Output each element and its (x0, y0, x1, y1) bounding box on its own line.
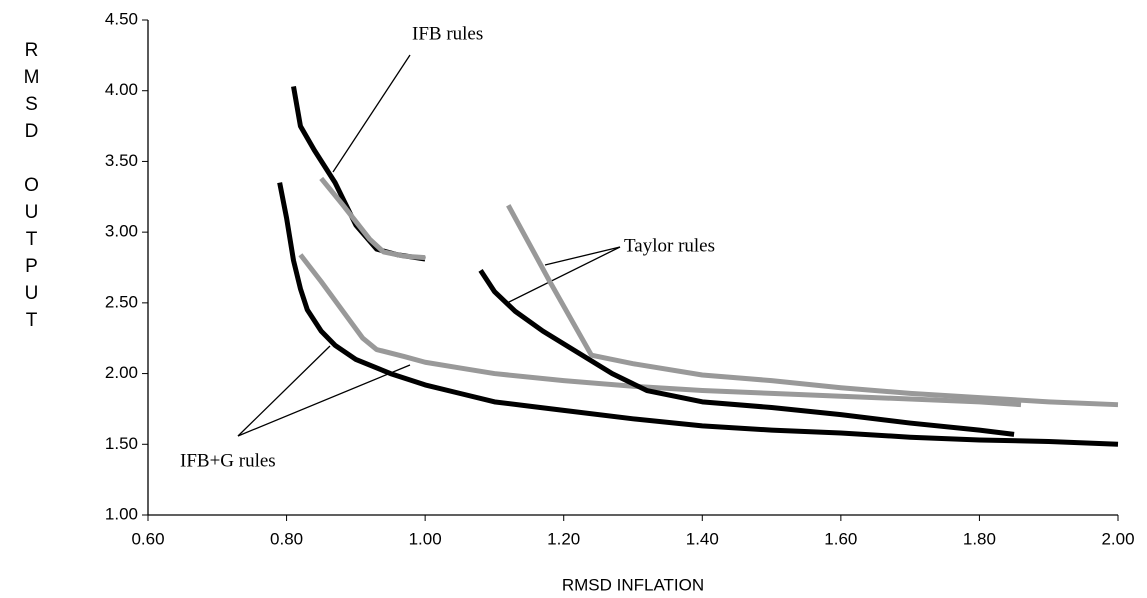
y-tick-label: 4.00 (105, 80, 138, 99)
x-axis-label: RMSD INFLATION (562, 575, 704, 594)
x-tick-label: 1.40 (686, 529, 719, 548)
y-tick-label: 1.00 (105, 504, 138, 523)
x-tick-label: 1.60 (824, 529, 857, 548)
annotation: Taylor rules (624, 235, 715, 256)
x-tick-label: 1.80 (963, 529, 996, 548)
series-line (506, 204, 1119, 408)
x-tick-label: 2.00 (1101, 529, 1134, 548)
leader-line (504, 246, 621, 305)
series-line (291, 86, 426, 262)
x-tick-label: 1.20 (547, 529, 580, 548)
series-line (478, 268, 1015, 437)
y-tick-label: 3.50 (105, 151, 138, 170)
y-tick-label: 2.00 (105, 363, 138, 382)
x-tick-label: 0.60 (131, 529, 164, 548)
series-line (277, 182, 1119, 447)
y-tick-label: 3.00 (105, 222, 138, 241)
series-line (298, 253, 1022, 408)
y-tick-label: 2.50 (105, 292, 138, 311)
leader-line (544, 246, 621, 266)
annotation: IFB+G rules (180, 450, 276, 471)
y-axis-label: RMSD OUTPUT (21, 40, 42, 337)
y-tick-label: 1.50 (105, 434, 138, 453)
leader-line (237, 364, 411, 437)
leader-line (237, 345, 331, 437)
y-tick-label: 4.50 (105, 9, 138, 28)
series-line (319, 176, 426, 261)
x-tick-label: 1.00 (409, 529, 442, 548)
x-tick-label: 0.80 (270, 529, 303, 548)
leader-lines (237, 54, 621, 437)
annotation: IFB rules (412, 23, 483, 44)
leader-line (332, 54, 411, 173)
